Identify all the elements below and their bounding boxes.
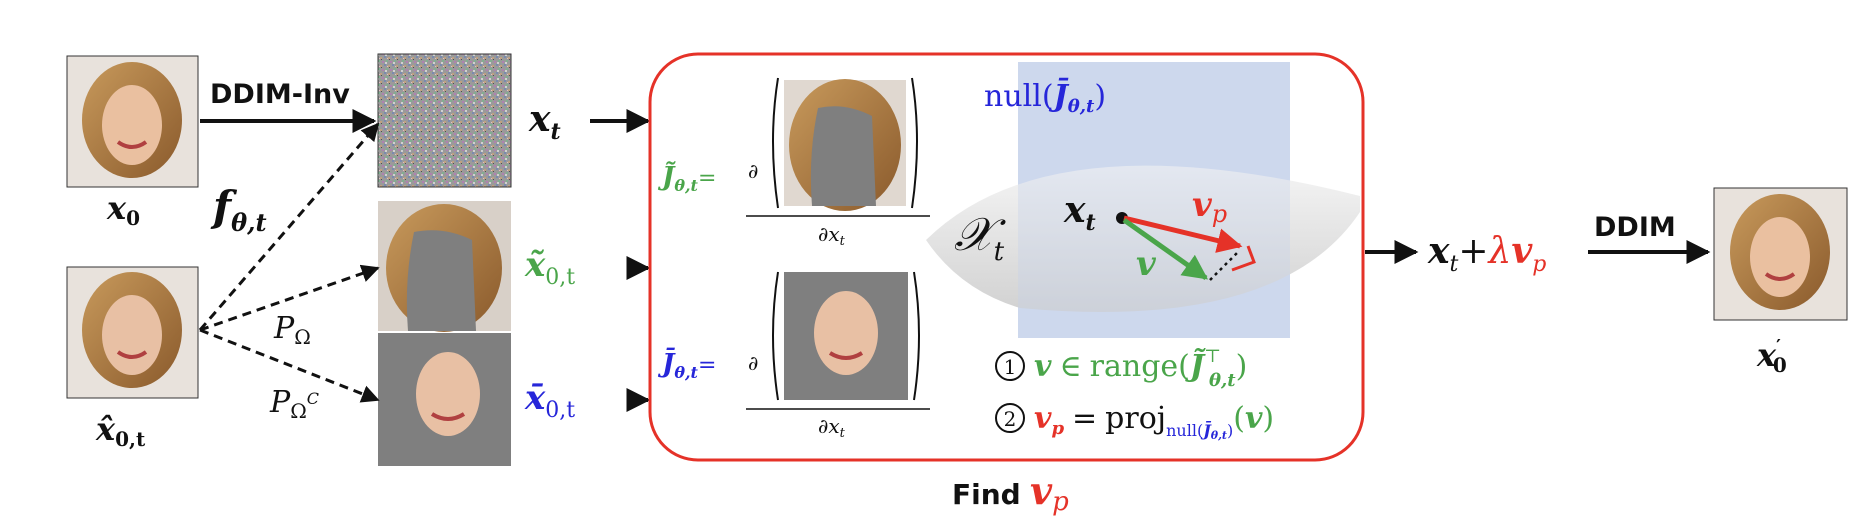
jacobian-tilde: J̃θ,t= ∂ ∂xt xyxy=(657,77,930,249)
find-vp-label: vp xyxy=(1030,468,1069,517)
null-space-label: null(J̄θ,t) xyxy=(984,78,1106,117)
x0t-bar-image xyxy=(378,333,511,466)
right-angle-mark xyxy=(1231,245,1256,272)
p-omega-arrow xyxy=(199,264,380,332)
x0t-hat-label: x̂0,t xyxy=(95,410,146,451)
svg-text:∂: ∂ xyxy=(748,159,758,183)
manifold-surface xyxy=(926,165,1360,312)
x0-image xyxy=(66,55,199,188)
x0t-bar-label: x̄0,t xyxy=(524,378,575,423)
v-label: v xyxy=(1136,244,1157,284)
svg-text:v∈range(J̃⊤θ,t): v ∈ range(J̃⊤ θ,t) xyxy=(1034,346,1247,391)
f-theta-label: fθ,t xyxy=(210,182,267,237)
step-2: 2 vp = projnull(J̄θ,t)(v) xyxy=(995,401,1274,442)
x0-prime-label: x′ 0 xyxy=(1756,336,1787,377)
point-xt-label: xt xyxy=(1063,189,1096,236)
v-vector xyxy=(1122,217,1209,281)
svg-text:J̄θ,t=: J̄θ,t= xyxy=(657,347,716,382)
x0t-tilde-image xyxy=(378,201,511,332)
vp-label: vp xyxy=(1192,185,1227,228)
svg-text:2: 2 xyxy=(1004,407,1017,431)
p-omega-label: PΩ xyxy=(273,311,311,349)
svg-text:∂: ∂ xyxy=(748,351,758,375)
x0-label: x0 xyxy=(106,189,140,230)
xt-noise-image xyxy=(377,53,512,188)
x0t-hat-image xyxy=(66,266,199,399)
p-omega-c-arrow xyxy=(199,328,380,403)
jacobian-bar: J̄θ,t= ∂ ∂xt xyxy=(657,271,930,441)
ddim-inv-label: DDIM-Inv xyxy=(210,79,350,110)
find-vp-box xyxy=(648,52,1365,462)
svg-text:∂xt: ∂xt xyxy=(818,414,846,441)
svg-text:vp=projnull(J̄θ,t)(v): vp = projnull(J̄θ,t)(v) xyxy=(1034,401,1274,442)
xt-label: xt xyxy=(528,98,561,145)
ddim-label: DDIM xyxy=(1594,212,1676,243)
svg-text:∂xt: ∂xt xyxy=(818,222,846,249)
x0t-tilde-label: x̃0,t xyxy=(524,245,575,290)
find-label: Find xyxy=(952,478,1021,511)
update-expression: xt+λvp xyxy=(1427,230,1546,277)
vp-vector xyxy=(1123,215,1243,253)
svg-text:1: 1 xyxy=(1004,355,1017,379)
f-dashed-arrow xyxy=(198,122,380,331)
x0-prime-image xyxy=(1713,187,1848,321)
svg-text:J̃θ,t=: J̃θ,t= xyxy=(657,161,716,195)
step-1: 1 v ∈ range(J̃⊤ θ,t) xyxy=(995,346,1247,391)
p-omega-c-label: PΩC xyxy=(269,385,319,423)
